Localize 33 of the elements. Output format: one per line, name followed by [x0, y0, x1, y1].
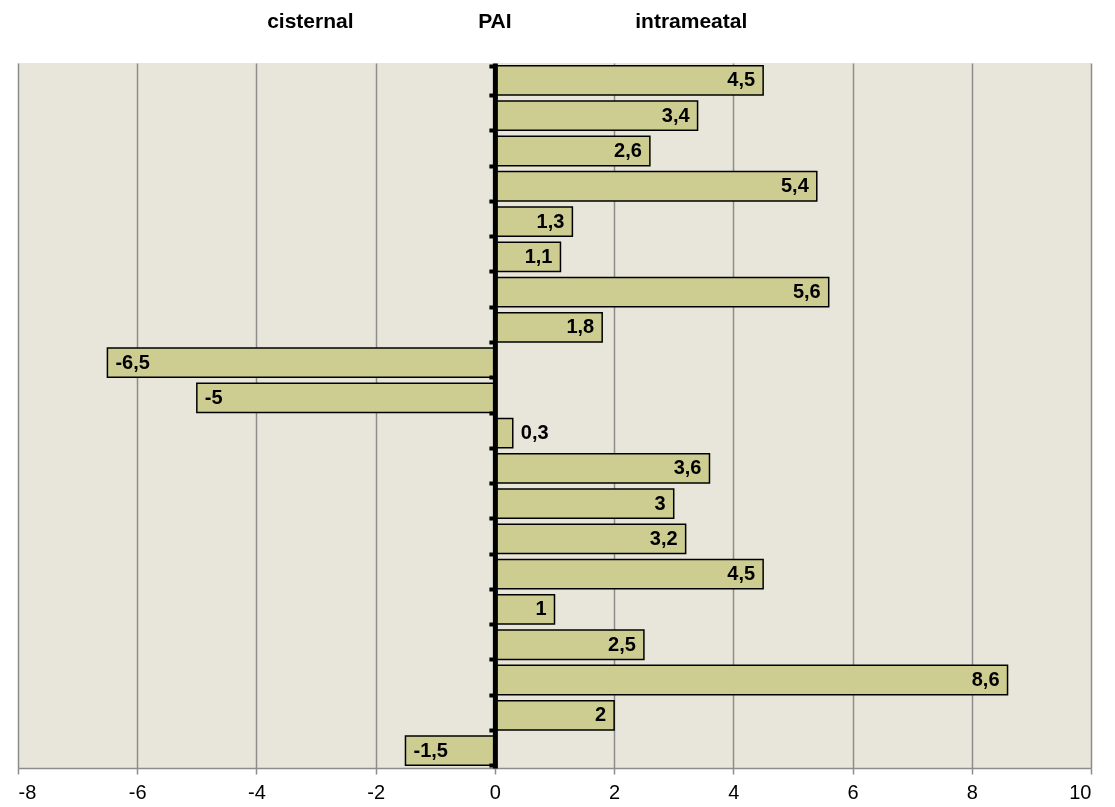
data-label: 2,6 [614, 138, 642, 161]
x-tick-label: 6 [847, 780, 859, 803]
x-tick-label: 4 [728, 780, 740, 803]
data-label: 4,5 [727, 562, 756, 585]
chart-title: PAI [478, 9, 512, 32]
data-label: 1,3 [536, 209, 565, 232]
x-tick-label: 2 [609, 780, 621, 803]
x-tick-label: -4 [248, 780, 266, 803]
data-label: 3 [654, 491, 666, 514]
x-tick-label: 8 [966, 780, 978, 803]
data-label: 2,5 [608, 632, 636, 655]
data-label: 1,1 [524, 244, 553, 267]
data-label: -6,5 [115, 350, 150, 373]
data-label: 0,3 [520, 421, 549, 444]
data-label: 3,2 [649, 526, 678, 549]
x-tick-label: 10 [1069, 780, 1092, 803]
text: intrameatal [635, 9, 748, 32]
data-label: 3,6 [673, 456, 702, 479]
data-label: 1 [535, 597, 547, 620]
data-label: -5 [204, 385, 223, 408]
data-label: 5,4 [780, 174, 810, 197]
x-tick-label: -2 [367, 780, 386, 803]
x-tick-label: -8 [18, 780, 37, 803]
x-tick-label: 0 [489, 780, 501, 803]
text: cisternal [267, 9, 354, 32]
data-label: 3,4 [661, 103, 691, 126]
data-label: 5,6 [792, 280, 821, 303]
x-tick-label: -6 [128, 780, 147, 803]
data-label: 8,6 [971, 668, 1000, 691]
data-label: 4,5 [727, 68, 756, 91]
data-label: -1,5 [413, 738, 448, 761]
data-label: 2 [594, 703, 607, 726]
data-label: 1,8 [566, 315, 595, 338]
